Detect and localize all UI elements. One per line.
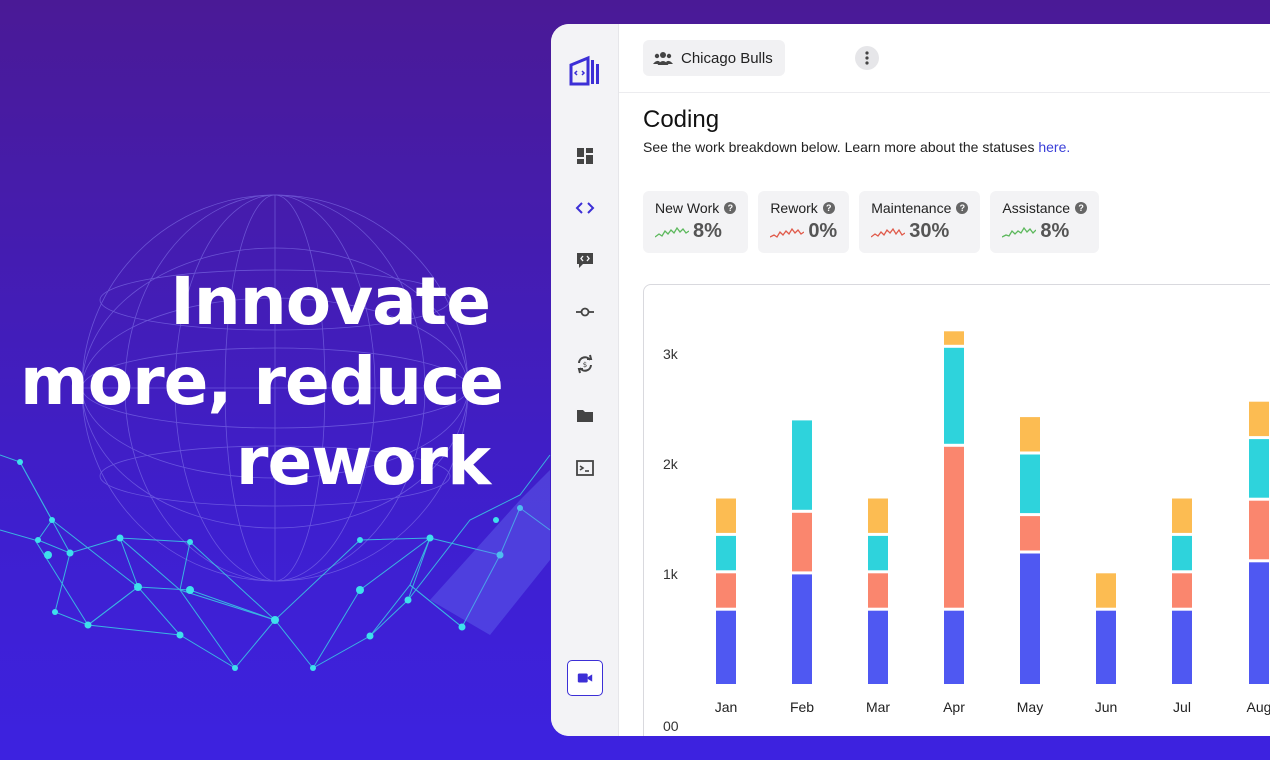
y-tick-label: 2k <box>663 456 679 472</box>
bar-segment-jan-1 <box>716 573 736 608</box>
help-icon[interactable]: ? <box>822 202 835 214</box>
sidebar-item-terminal[interactable] <box>573 456 597 480</box>
chart-panel <box>643 284 1270 736</box>
commit-icon <box>576 307 594 317</box>
x-tick-label: Mar <box>866 699 890 715</box>
team-selector[interactable]: Chicago Bulls <box>643 40 785 76</box>
bar-segment-feb-1 <box>792 512 812 572</box>
bar-segment-may-2 <box>1020 454 1040 514</box>
trend-sparkline-icon <box>871 227 906 238</box>
stat-value: 30% <box>909 220 950 242</box>
sidebar-item-code[interactable] <box>573 196 597 220</box>
stat-label: Maintenance <box>871 200 952 216</box>
bar-segment-may-1 <box>1020 516 1040 551</box>
trend-sparkline-icon <box>1002 226 1037 238</box>
bar-segment-aug-3 <box>1249 401 1269 437</box>
stats-row: New Work? 8% Rework? 0% Maintenance? 30%… <box>643 191 1100 253</box>
bar-segment-may-3 <box>1020 417 1040 452</box>
team-icon <box>653 52 673 65</box>
terminal-icon <box>576 460 594 476</box>
bar-segment-apr-0 <box>944 610 964 684</box>
bar-segment-mar-3 <box>868 498 888 533</box>
y-tick-label: 3k <box>663 346 679 362</box>
team-name: Chicago Bulls <box>681 49 773 67</box>
x-tick-label: May <box>1017 699 1043 715</box>
folder-icon <box>577 410 593 422</box>
video-button[interactable] <box>567 660 603 696</box>
trend-sparkline-icon <box>770 227 805 238</box>
sync-icon: $ <box>577 354 593 374</box>
stat-value: 8% <box>1040 220 1070 242</box>
stat-label: Rework <box>770 200 818 216</box>
x-tick-label: Aug <box>1247 699 1270 715</box>
bar-segment-aug-0 <box>1249 562 1269 684</box>
help-icon[interactable]: ? <box>1075 202 1088 214</box>
hero-line-1: Innovate <box>170 263 491 340</box>
help-icon[interactable]: ? <box>724 202 737 214</box>
stat-value: 0% <box>808 220 838 242</box>
sidebar-item-commits[interactable] <box>573 300 597 324</box>
stat-label: Assistance <box>1002 200 1071 216</box>
stat-card-assistance[interactable]: Assistance? 8% <box>990 191 1100 253</box>
bar-segment-jun-0 <box>1096 610 1116 684</box>
bar-segment-jul-3 <box>1172 498 1192 533</box>
bar-segment-feb-0 <box>792 574 812 684</box>
code-review-icon <box>577 253 593 268</box>
page-subtitle: See the work breakdown below. Learn more… <box>643 139 1070 155</box>
stat-label: New Work <box>655 200 720 216</box>
stat-card-maintenance[interactable]: Maintenance? 30% <box>859 191 981 253</box>
network-globe-illustration <box>0 194 551 671</box>
page-subtitle-text: See the work breakdown below. Learn more… <box>643 139 1039 155</box>
video-camera-icon <box>577 673 593 683</box>
work-breakdown-chart: 1k 2k 3k 00 Jan Feb Mar Apr May Jun Jul Aug <box>663 331 1270 734</box>
bar-segment-apr-2 <box>944 347 964 444</box>
bar-segment-jul-0 <box>1172 610 1192 684</box>
more-options-button[interactable] <box>855 46 879 70</box>
statuses-link[interactable]: here. <box>1038 139 1071 155</box>
bar-segment-apr-1 <box>944 446 964 608</box>
code-icon <box>575 202 595 214</box>
sidebar: $ <box>551 24 619 736</box>
x-tick-label: Apr <box>943 699 965 715</box>
bar-segment-mar-1 <box>868 573 888 608</box>
bar-segment-may-0 <box>1020 553 1040 684</box>
bar-segment-mar-2 <box>868 535 888 571</box>
bar-segment-feb-2 <box>792 420 812 510</box>
bar-segment-jan-0 <box>716 610 736 684</box>
sidebar-item-code-review[interactable] <box>573 248 597 272</box>
bar-segment-jul-2 <box>1172 535 1192 571</box>
bar-segment-jan-2 <box>716 535 736 571</box>
stat-value: 8% <box>693 220 722 242</box>
y-tick-label: 1k <box>663 566 679 582</box>
bar-segment-aug-2 <box>1249 439 1269 498</box>
help-icon[interactable]: ? <box>956 202 969 214</box>
x-tick-label: Jul <box>1173 699 1191 715</box>
y-tick-label-zero: 00 <box>663 718 679 734</box>
stat-card-rework[interactable]: Rework? 0% <box>758 191 850 253</box>
app-logo-icon <box>569 55 599 86</box>
bar-segment-jun-3 <box>1096 573 1116 608</box>
sidebar-item-dashboard[interactable] <box>573 144 597 168</box>
hero-line-3: rework <box>235 423 491 500</box>
trend-sparkline-icon <box>655 226 689 238</box>
top-bar: Chicago Bulls <box>619 24 1270 93</box>
x-tick-label: Feb <box>790 699 814 715</box>
hero-line-2: more, reduce <box>20 343 504 420</box>
hero-headline: Innovate more, reduce rework <box>20 262 504 502</box>
x-tick-label: Jun <box>1095 699 1118 715</box>
svg-text:$: $ <box>583 361 587 369</box>
x-tick-label: Jan <box>715 699 738 715</box>
bar-segment-jul-1 <box>1172 573 1192 608</box>
sidebar-item-folder[interactable] <box>573 404 597 428</box>
app-window: $ Chicago B <box>551 24 1270 736</box>
dashboard-icon <box>577 148 593 164</box>
stat-card-new-work[interactable]: New Work? 8% <box>643 191 749 253</box>
bar-segment-mar-0 <box>868 610 888 684</box>
more-vertical-icon <box>865 51 869 65</box>
bar-segment-jan-3 <box>716 498 736 533</box>
page-title: Coding <box>643 106 720 133</box>
sidebar-item-sync[interactable]: $ <box>573 352 597 376</box>
bar-segment-aug-1 <box>1249 500 1269 560</box>
bar-segment-apr-3 <box>944 331 964 345</box>
